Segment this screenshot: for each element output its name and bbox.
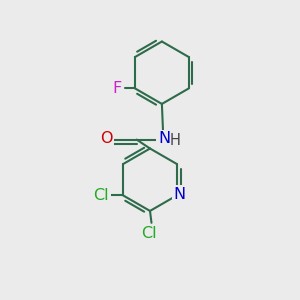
Text: O: O [100, 131, 112, 146]
Text: F: F [112, 81, 122, 96]
Text: H: H [169, 133, 180, 148]
Text: Cl: Cl [94, 188, 109, 203]
Text: N: N [158, 131, 170, 146]
Text: N: N [173, 187, 185, 202]
Text: Cl: Cl [142, 226, 157, 241]
